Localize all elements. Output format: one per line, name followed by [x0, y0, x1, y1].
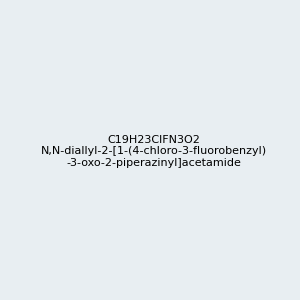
Text: C19H23ClFN3O2
N,N-diallyl-2-[1-(4-chloro-3-fluorobenzyl)
-3-oxo-2-piperazinyl]ac: C19H23ClFN3O2 N,N-diallyl-2-[1-(4-chloro…: [41, 135, 267, 168]
